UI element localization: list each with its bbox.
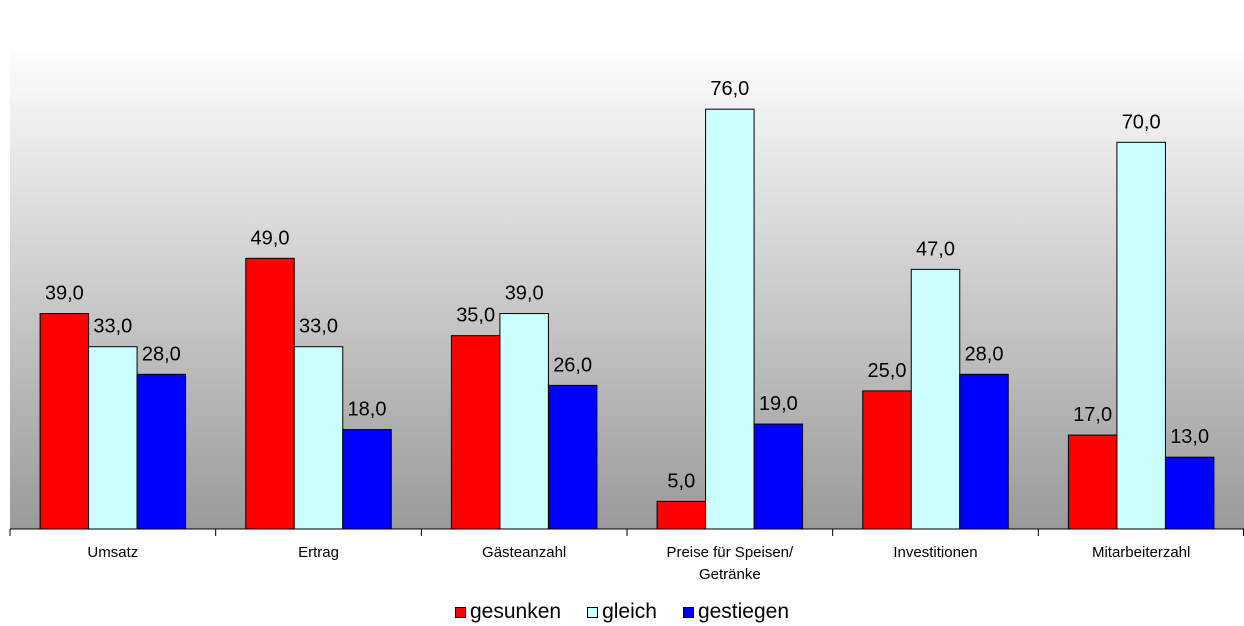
value-label-gesunken-3: 5,0: [667, 470, 695, 492]
bar-gestiegen-4: [959, 373, 1009, 530]
legend-item-gleich: gleich: [587, 600, 657, 624]
bar-gleich-1: [293, 346, 344, 530]
bar-gestiegen-2: [547, 384, 598, 530]
bar-gleich-5: [1116, 141, 1166, 530]
bar-gesunken-3: [656, 500, 707, 530]
value-label-gestiegen-0: 28,0: [142, 343, 181, 365]
value-label-gestiegen-5: 13,0: [1170, 426, 1209, 448]
value-label-gleich-2: 39,0: [505, 283, 544, 305]
legend-label-gestiegen: gestiegen: [697, 600, 790, 623]
legend-swatch-gestiegen: [682, 606, 694, 618]
legend-item-gestiegen: gestiegen: [682, 600, 790, 624]
value-label-gestiegen-2: 26,0: [553, 354, 592, 376]
bar-gleich-2: [499, 313, 549, 530]
plot-background: [10, 0, 1244, 529]
bar-gestiegen-3: [753, 423, 804, 530]
value-label-gestiegen-4: 28,0: [965, 343, 1004, 365]
bar-gleich-4: [910, 268, 961, 530]
value-labels-layer: 39,0 33,0 28,0 49,0 33,0 18,0 35,0 39,0 26,0 5,0 7…: [45, 78, 1209, 492]
category-label-2: Gästeanzahl: [482, 544, 566, 561]
x-axis-layer: Umsatz Ertrag Gästeanzahl Preise für Speise…: [9, 528, 1244, 583]
value-label-gesunken-0: 39,0: [45, 283, 84, 305]
value-label-gestiegen-3: 19,0: [759, 393, 798, 415]
category-label-0: Umsatz: [87, 544, 138, 561]
value-label-gesunken-5: 17,0: [1073, 404, 1112, 426]
legend-swatch-gleich: [587, 606, 599, 618]
bar-gleich-3: [705, 108, 755, 530]
value-label-gesunken-4: 25,0: [868, 360, 907, 382]
bar-gesunken-4: [862, 390, 912, 530]
bar-gesunken-2: [450, 335, 501, 530]
value-label-gestiegen-1: 18,0: [348, 399, 387, 421]
category-label-3-line-1: Getränke: [699, 566, 761, 583]
value-label-gesunken-1: 49,0: [251, 227, 290, 249]
bar-gestiegen-5: [1164, 456, 1215, 530]
category-label-3-line-0: Preise für Speisen/: [666, 544, 794, 561]
legend: gesunken gleich gestiegen: [0, 598, 1244, 626]
legend-label-gesunken: gesunken: [469, 600, 562, 623]
bar-gesunken-0: [39, 313, 90, 530]
legend-swatch-gesunken: [454, 606, 466, 618]
legend-label-gleich: gleich: [602, 600, 657, 623]
category-label-5: Mitarbeiterzahl: [1092, 544, 1190, 561]
bars-layer: [39, 108, 1215, 530]
category-label-1: Ertrag: [298, 544, 339, 561]
bar-gesunken-1: [245, 257, 295, 530]
bar-gleich-0: [88, 346, 138, 530]
category-label-4: Investitionen: [893, 544, 977, 561]
value-label-gesunken-2: 35,0: [456, 305, 495, 327]
value-label-gleich-1: 33,0: [299, 316, 338, 338]
bar-gestiegen-1: [342, 429, 392, 530]
value-label-gleich-0: 33,0: [93, 316, 132, 338]
legend-item-gesunken: gesunken: [454, 600, 562, 624]
bar-gestiegen-0: [136, 373, 187, 530]
value-label-gleich-3: 76,0: [710, 78, 749, 100]
value-label-gleich-4: 47,0: [916, 238, 955, 260]
bar-gesunken-5: [1067, 434, 1118, 530]
value-label-gleich-5: 70,0: [1122, 111, 1161, 133]
